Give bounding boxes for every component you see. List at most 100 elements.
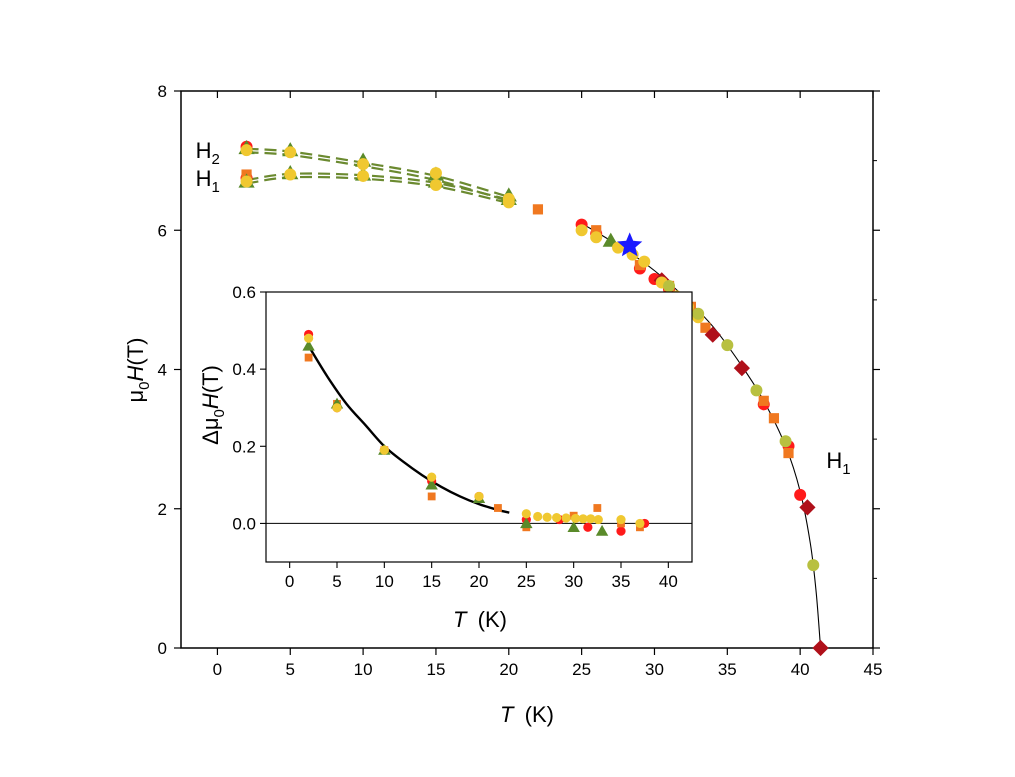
lime-hexagon-point bbox=[663, 279, 676, 292]
inset-x-tick-label: 20 bbox=[470, 572, 489, 591]
main-x-tick-label: 0 bbox=[213, 660, 222, 679]
main-x-axis-title: T (K) bbox=[500, 702, 554, 727]
inset-olive-triangle-point bbox=[302, 339, 315, 351]
inset-y-tick-label: 0.6 bbox=[232, 283, 256, 302]
yellow-circle-point bbox=[429, 178, 442, 191]
darkred-diamond-point bbox=[733, 360, 750, 377]
main-x-tick-label: 15 bbox=[426, 660, 445, 679]
inset-y-tick-label: 0.2 bbox=[232, 437, 256, 456]
inset-chart: 0 5 10 15 20 25 30 35 40 0.0 0.2 0.4 0.6 T (K) Δμ0H… bbox=[198, 283, 693, 632]
main-annotation-label: H1 bbox=[826, 448, 850, 478]
lime-hexagon-point bbox=[721, 339, 734, 352]
main-x-tick-label: 45 bbox=[864, 660, 883, 679]
yellow-circle-point bbox=[429, 167, 442, 180]
inset-x-tick-label: 0 bbox=[285, 572, 294, 591]
orange-square-point bbox=[591, 225, 602, 236]
inset-plot-frame bbox=[265, 291, 693, 563]
inset-yellow-circle-point bbox=[586, 514, 596, 524]
blue-star-point bbox=[617, 232, 643, 257]
main-y-axis-title: μ0H(T) bbox=[123, 337, 153, 402]
inset-yellow-circle-point bbox=[570, 513, 581, 524]
main-y-ticks: 0 2 4 6 8 bbox=[158, 82, 880, 658]
inset-x-tick-label: 35 bbox=[612, 572, 631, 591]
inset-orange-square-point bbox=[593, 504, 602, 512]
inset-y-tick-label: 0.4 bbox=[232, 360, 256, 379]
inset-yellow-circle-point bbox=[474, 491, 484, 502]
inset-yellow-circle-point bbox=[379, 445, 389, 455]
yellow-circle-point bbox=[575, 224, 588, 237]
main-y-tick-label: 8 bbox=[158, 82, 167, 101]
inset-yellow-circle-point bbox=[304, 333, 314, 343]
yellow-circle-point bbox=[284, 146, 297, 159]
yellow-circle-point bbox=[240, 175, 253, 188]
orange-square-point bbox=[532, 204, 544, 215]
lime-hexagon-point bbox=[779, 435, 792, 448]
darkred-diamond-point bbox=[704, 326, 721, 343]
lime-hexagon-point bbox=[807, 559, 820, 572]
main-y-tick-label: 2 bbox=[158, 500, 167, 519]
red-circle-point bbox=[794, 488, 807, 501]
orange-square-point bbox=[783, 447, 794, 459]
inset-points bbox=[302, 329, 650, 536]
inset-yellow-circle-point bbox=[427, 472, 437, 482]
inset-orange-square-point bbox=[427, 492, 436, 501]
main-y-tick-label: 6 bbox=[158, 221, 167, 240]
yellow-circle-point bbox=[357, 169, 370, 182]
lime-hexagon-point bbox=[692, 307, 705, 320]
inset-yellow-circle-point bbox=[578, 514, 588, 524]
inset-x-tick-label: 30 bbox=[564, 572, 583, 591]
inset-olive-triangle-point bbox=[595, 524, 609, 536]
main-x-tick-label: 25 bbox=[572, 660, 591, 679]
yellow-circle-point bbox=[357, 158, 370, 171]
inset-yellow-circle-point bbox=[332, 403, 342, 413]
darkred-diamond-point bbox=[799, 499, 816, 516]
inset-olive-triangle-point bbox=[567, 521, 580, 532]
inset-yellow-circle-point bbox=[521, 509, 531, 519]
orange-square-point bbox=[768, 413, 780, 424]
main-x-tick-label: 40 bbox=[791, 660, 810, 679]
inset-yellow-circle-point bbox=[533, 511, 543, 522]
inset-x-tick-label: 40 bbox=[659, 572, 678, 591]
inset-y-axis-title: Δμ0H(T) bbox=[198, 365, 228, 445]
inset-x-tick-label: 5 bbox=[332, 572, 341, 591]
inset-olive-triangle-point bbox=[520, 517, 533, 529]
inset-yellow-circle-point bbox=[561, 513, 571, 523]
main-x-tick-label: 30 bbox=[645, 660, 664, 679]
darkred-diamond-point bbox=[812, 639, 829, 657]
inset-y-tick-label: 0.0 bbox=[232, 514, 256, 533]
inset-yellow-circle-point bbox=[593, 514, 603, 525]
main-x-tick-label: 20 bbox=[499, 660, 518, 679]
inset-x-axis-title: T (K) bbox=[453, 607, 507, 632]
yellow-circle-point bbox=[502, 196, 515, 209]
inset-red-circle-point bbox=[583, 522, 593, 532]
orange-square-point bbox=[758, 395, 769, 406]
yellow-circle-point bbox=[284, 168, 297, 181]
yellow-circle-point bbox=[240, 144, 253, 157]
lime-hexagon-point bbox=[750, 384, 763, 397]
main-x-ticks: 0 5 10 15 20 25 30 35 40 45 bbox=[213, 91, 883, 679]
inset-red-circle-point bbox=[616, 526, 626, 536]
inset-x-tick-label: 25 bbox=[517, 572, 536, 591]
main-annotation-label: H2 bbox=[196, 138, 220, 168]
main-x-tick-label: 10 bbox=[354, 660, 373, 679]
yellow-circle-point bbox=[638, 255, 651, 268]
main-y-tick-label: 0 bbox=[158, 639, 167, 658]
inset-fit bbox=[307, 345, 510, 514]
inset-olive-triangle-point bbox=[425, 478, 438, 490]
H1-fit bbox=[581, 222, 822, 649]
inset-x-ticks: 0 5 10 15 20 25 30 35 40 bbox=[285, 562, 678, 591]
main-y-tick-label: 4 bbox=[158, 361, 167, 380]
inset-y-ticks: 0.0 0.2 0.4 0.6 bbox=[232, 283, 266, 533]
inset-yellow-circle-point bbox=[616, 514, 626, 525]
inset-orange-square-point bbox=[304, 353, 313, 362]
main-x-tick-label: 35 bbox=[718, 660, 737, 679]
orange-square-point bbox=[700, 322, 711, 333]
inset-x-tick-label: 10 bbox=[375, 572, 394, 591]
yellow-circle-point bbox=[590, 231, 603, 244]
inset-orange-square-point bbox=[494, 504, 502, 512]
main-x-tick-label: 5 bbox=[286, 660, 295, 679]
inset-yellow-circle-point bbox=[552, 513, 562, 523]
inset-yellow-circle-point bbox=[542, 512, 552, 522]
